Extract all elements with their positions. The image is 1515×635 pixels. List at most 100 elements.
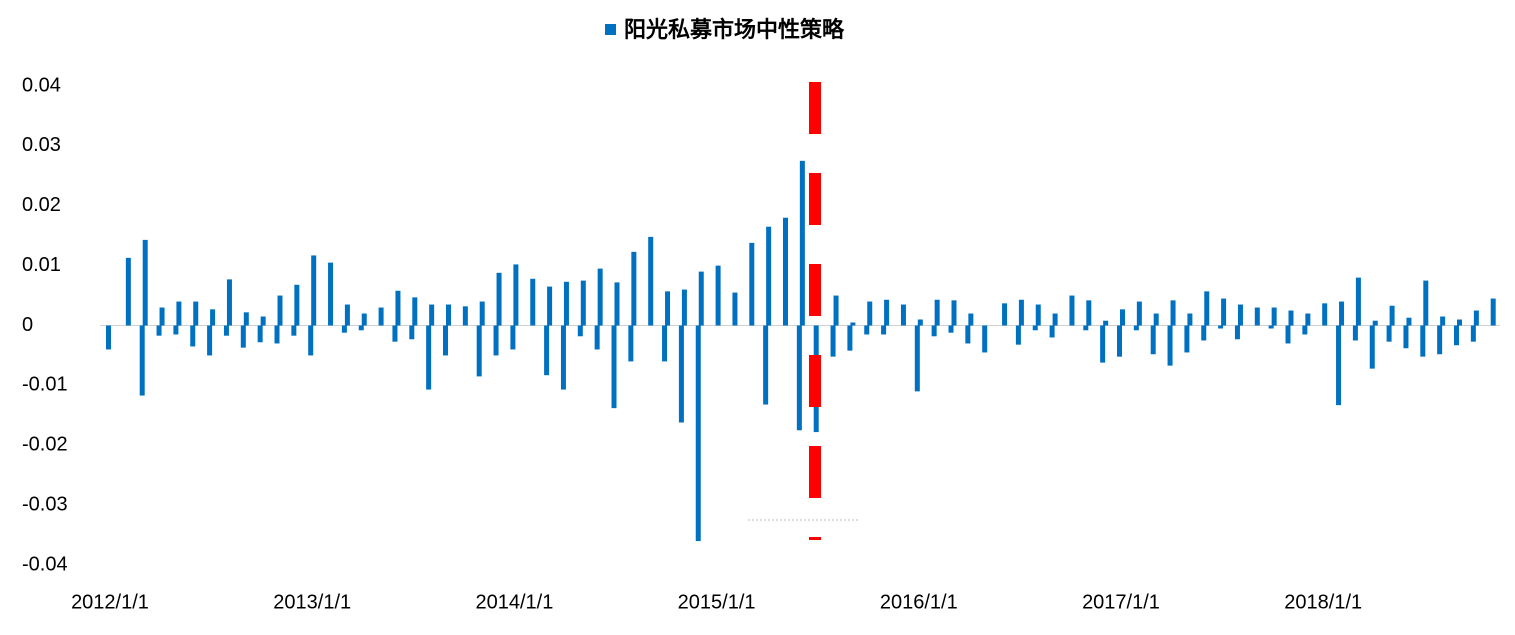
bar (1117, 325, 1122, 357)
bar (749, 242, 755, 326)
bar (884, 299, 890, 326)
bar (1133, 325, 1139, 331)
bar (358, 325, 364, 331)
bar (1355, 277, 1361, 326)
x-tick-label: 2014/1/1 (475, 591, 553, 613)
y-tick-label: 0.04 (22, 74, 61, 96)
bar (1086, 300, 1092, 326)
bar (1288, 310, 1294, 326)
bar (1372, 320, 1378, 326)
bar (1018, 299, 1024, 326)
bar (446, 304, 451, 326)
bar (139, 325, 145, 396)
bar (443, 325, 448, 356)
bar (479, 301, 485, 326)
bar (1454, 325, 1459, 346)
bar (493, 325, 499, 356)
bar (1254, 307, 1260, 326)
y-tick-label: -0.04 (22, 553, 68, 575)
bar (715, 265, 721, 326)
y-tick-label: 0.02 (22, 194, 61, 216)
bar (799, 160, 805, 326)
bar (1302, 325, 1308, 335)
bar (1221, 298, 1227, 326)
bar (563, 281, 569, 326)
bar (614, 282, 620, 326)
bar (1352, 325, 1358, 341)
bar (1187, 313, 1193, 326)
bar (260, 316, 266, 326)
bar (277, 295, 283, 326)
bar (763, 325, 769, 405)
bar (257, 325, 263, 343)
bar (412, 297, 418, 326)
bar (783, 217, 788, 326)
legend-label: 阳光私募市场中性策略 (624, 17, 845, 42)
bar (867, 301, 873, 326)
bar (378, 307, 384, 326)
bar (1032, 325, 1038, 331)
bar (547, 286, 553, 326)
bar (344, 304, 350, 326)
bar (361, 313, 367, 326)
bar (544, 325, 550, 376)
bar (1437, 325, 1443, 355)
bar (631, 251, 637, 326)
bar (142, 239, 148, 326)
bar (681, 289, 687, 326)
bar (1103, 320, 1109, 326)
bar (395, 290, 401, 326)
bar (1153, 313, 1159, 326)
bar (193, 301, 199, 326)
bar (159, 307, 165, 326)
bar (1170, 300, 1176, 326)
bar (240, 325, 246, 348)
plot-area: 0.040.030.020.010-0.01-0.02-0.03-0.04201… (22, 74, 1500, 613)
bar (1234, 325, 1240, 340)
bar (1052, 313, 1058, 326)
bar (1268, 325, 1274, 329)
legend-swatch (605, 24, 616, 35)
y-tick-label: -0.02 (22, 434, 68, 456)
bar (426, 325, 432, 390)
bar (951, 300, 957, 326)
y-tick-label: -0.01 (22, 374, 68, 396)
bar (1069, 295, 1075, 326)
bar (125, 257, 131, 326)
bar (1150, 325, 1156, 355)
bar (665, 291, 671, 326)
bar (698, 271, 704, 326)
bar (173, 325, 179, 335)
bar (900, 304, 906, 326)
bar (830, 325, 836, 357)
bar (1420, 325, 1426, 357)
bar (190, 325, 196, 347)
bar (294, 284, 300, 326)
bar (392, 325, 398, 342)
bar (1423, 280, 1429, 326)
bar (1167, 325, 1173, 366)
bar (1440, 316, 1446, 326)
x-tick-label: 2015/1/1 (678, 591, 756, 613)
bar (226, 279, 232, 326)
bar (850, 322, 856, 326)
bar (580, 280, 586, 326)
bar (476, 325, 482, 377)
bar (1049, 325, 1055, 338)
bar (934, 299, 940, 326)
bar (864, 325, 870, 335)
x-tick-label: 2018/1/1 (1284, 591, 1362, 613)
bar (328, 262, 334, 326)
bar (796, 325, 802, 431)
bar (429, 304, 435, 326)
bar (311, 255, 317, 326)
x-tick-label: 2012/1/1 (71, 591, 149, 613)
bar (223, 325, 229, 336)
bar (409, 325, 415, 340)
bar (1305, 313, 1311, 326)
bar (678, 325, 684, 423)
bar (207, 325, 213, 356)
bar (341, 325, 347, 333)
bar (1389, 305, 1395, 326)
